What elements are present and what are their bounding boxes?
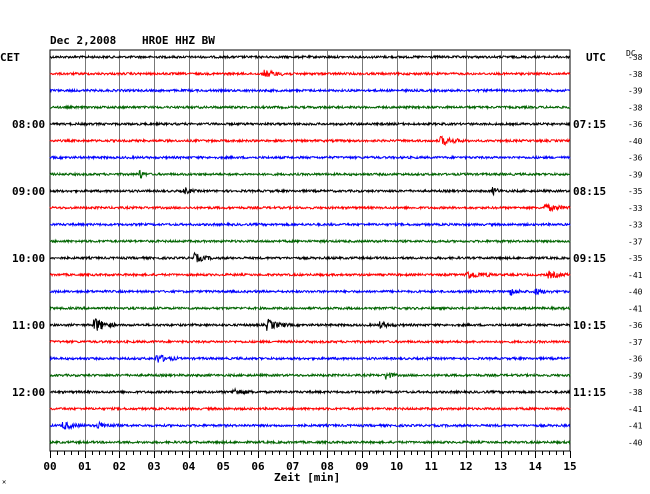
dc-offset-label-15: -40 — [628, 288, 643, 297]
dc-offset-label-19: -36 — [628, 355, 643, 364]
seismic-trace-24 — [49, 439, 571, 446]
dc-offset-label-24: -40 — [628, 438, 643, 447]
left-time-label-11:00: 11:00 — [12, 319, 45, 332]
seismic-trace-21 — [49, 387, 571, 396]
dc-offset-label-4: -38 — [628, 103, 643, 112]
x-tick-label-05: 05 — [217, 460, 230, 473]
dc-offset-label-8: -39 — [628, 170, 643, 179]
x-tick-label-11: 11 — [425, 460, 439, 473]
seismic-trace-11 — [49, 221, 571, 228]
x-tick-label-15: 15 — [563, 460, 576, 473]
seismic-trace-14 — [50, 270, 571, 279]
x-tick-label-08: 08 — [321, 460, 334, 473]
dc-offset-label-7: -36 — [628, 154, 643, 163]
x-axis-label: Zeit [min] — [274, 471, 341, 484]
dc-offset-label-23: -41 — [628, 422, 643, 431]
x-tick-label-01: 01 — [78, 460, 92, 473]
dc-offset-label-10: -33 — [628, 204, 643, 213]
dc-offset-label-5: -36 — [628, 120, 643, 129]
left-time-label-12:00: 12:00 — [12, 386, 45, 399]
x-tick-label-13: 13 — [494, 460, 507, 473]
x-tick-label-10: 10 — [390, 460, 403, 473]
dc-offset-label-11: -33 — [628, 221, 643, 230]
seismic-trace-5 — [49, 121, 571, 127]
seismic-trace-18 — [49, 338, 571, 345]
station-label: HROE HHZ BW — [142, 34, 215, 47]
dc-header-label: DC — [626, 49, 636, 58]
x-tick-label-06: 06 — [251, 460, 265, 473]
seismic-trace-23 — [49, 420, 571, 431]
seismic-trace-4 — [49, 104, 571, 111]
seismic-trace-9 — [49, 187, 571, 197]
seismic-trace-6 — [49, 135, 571, 147]
left-timezone-label: CET — [0, 51, 20, 64]
seismic-trace-7 — [49, 154, 571, 161]
dc-offset-label-13: -35 — [628, 254, 643, 263]
dc-offset-label-9: -35 — [628, 187, 643, 196]
dc-offset-label-2: -38 — [628, 70, 643, 79]
x-tick-label-04: 04 — [182, 460, 196, 473]
dc-offset-label-14: -41 — [628, 271, 643, 280]
x-tick-label-09: 09 — [355, 460, 368, 473]
seismic-trace-15 — [49, 288, 571, 297]
seismic-trace-8 — [49, 169, 571, 180]
dc-offset-label-16: -41 — [628, 304, 643, 313]
seismic-trace-20 — [49, 371, 571, 380]
dc-offset-label-6: -40 — [628, 137, 643, 146]
x-tick-label-02: 02 — [113, 460, 126, 473]
dc-offset-label-17: -36 — [628, 321, 643, 330]
seismic-trace-17 — [49, 317, 571, 331]
dc-offset-label-18: -37 — [628, 338, 643, 347]
dc-offset-label-12: -37 — [628, 237, 643, 246]
dc-offset-label-3: -39 — [628, 87, 643, 96]
dc-offset-label-20: -39 — [628, 371, 643, 380]
right-time-label-07:15: 07:15 — [573, 118, 606, 131]
date-label: Dec 2,2008 — [50, 34, 117, 47]
seismic-trace-1 — [49, 54, 571, 60]
seismic-trace-12 — [49, 238, 571, 245]
left-time-label-10:00: 10:00 — [12, 252, 45, 265]
seismic-trace-10 — [49, 202, 571, 213]
seismic-trace-19 — [49, 354, 571, 363]
seismic-trace-16 — [49, 305, 571, 312]
right-time-label-11:15: 11:15 — [573, 386, 606, 399]
plot-frame — [49, 49, 571, 452]
seismic-trace-2 — [49, 69, 571, 78]
seismic-trace-13 — [49, 251, 571, 263]
left-time-label-09:00: 09:00 — [12, 185, 45, 198]
corner-mark: ✕ — [2, 478, 7, 486]
seismic-trace-3 — [49, 87, 571, 94]
x-tick-label-12: 12 — [459, 460, 472, 473]
x-tick-label-14: 14 — [529, 460, 543, 473]
right-time-label-09:15: 09:15 — [573, 252, 606, 265]
x-tick-label-03: 03 — [147, 460, 160, 473]
dc-offset-label-1: -38 — [628, 53, 643, 62]
right-timezone-label: UTC — [586, 51, 606, 64]
x-tick-label-07: 07 — [286, 460, 299, 473]
seismic-trace-22 — [49, 405, 571, 412]
dc-offset-label-21: -38 — [628, 388, 643, 397]
right-time-label-10:15: 10:15 — [573, 319, 606, 332]
left-time-label-08:00: 08:00 — [12, 118, 45, 131]
x-tick-label-00: 00 — [43, 460, 56, 473]
dc-offset-label-22: -41 — [628, 405, 643, 414]
right-time-label-08:15: 08:15 — [573, 185, 606, 198]
